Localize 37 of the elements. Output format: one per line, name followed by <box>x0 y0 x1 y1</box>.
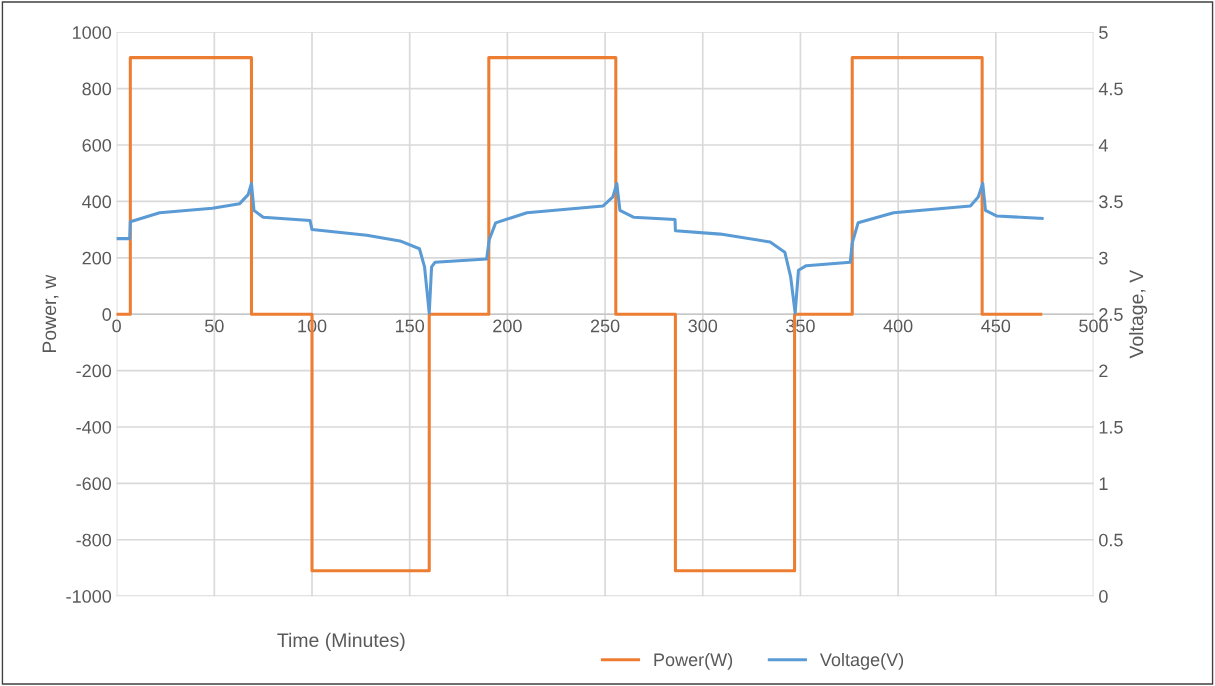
y-tick-label: 600 <box>82 138 112 152</box>
y-tick-label: -600 <box>76 477 112 491</box>
y2-tick-label: 2 <box>1099 364 1108 378</box>
x-tick-label: 200 <box>493 319 522 333</box>
y2-tick-label: 0.5 <box>1099 533 1123 547</box>
y-tick-label: 200 <box>82 251 112 265</box>
y2-tick-label: 2.5 <box>1099 308 1123 321</box>
y-tick-label: 1000 <box>72 26 112 39</box>
y2-tick-label: 3 <box>1099 251 1108 265</box>
y2-tick-label: 0 <box>1099 590 1108 603</box>
x-tick-label: 250 <box>590 319 620 333</box>
y-tick-label: -1000 <box>66 590 112 603</box>
x-tick-label: 0 <box>112 319 121 333</box>
y-tick-label: -800 <box>76 533 112 547</box>
x-axis-title: Time (Minutes) <box>277 632 405 651</box>
legend-label: Voltage(V) <box>819 652 904 670</box>
y2-tick-label: 1 <box>1099 477 1108 490</box>
y2-tick-label: 3.5 <box>1099 195 1123 209</box>
x-tick-label: 300 <box>688 319 718 333</box>
y-tick-label: -200 <box>76 364 112 378</box>
x-tick-label: 500 <box>1079 319 1108 333</box>
x-tick-label: 50 <box>205 319 224 333</box>
legend-label: Power(W) <box>654 652 733 670</box>
y-tick-label: 800 <box>82 82 112 96</box>
x-tick-label: 150 <box>396 319 425 333</box>
y2-tick-label: 4.5 <box>1098 82 1123 96</box>
y2-tick-label: 5 <box>1099 26 1108 39</box>
y-axis-title: Power, w <box>42 274 59 353</box>
line-series <box>116 181 1044 315</box>
x-tick-label: 450 <box>981 319 1011 333</box>
y-tick-label: -400 <box>76 420 112 434</box>
y2-axis-title: Voltage, V <box>1129 269 1148 359</box>
y2-tick-label: 4 <box>1098 139 1108 152</box>
y-tick-label: 400 <box>82 195 112 209</box>
y-tick-label: 0 <box>102 308 112 321</box>
y2-tick-label: 1.5 <box>1099 421 1123 434</box>
x-tick-label: 400 <box>883 319 913 333</box>
